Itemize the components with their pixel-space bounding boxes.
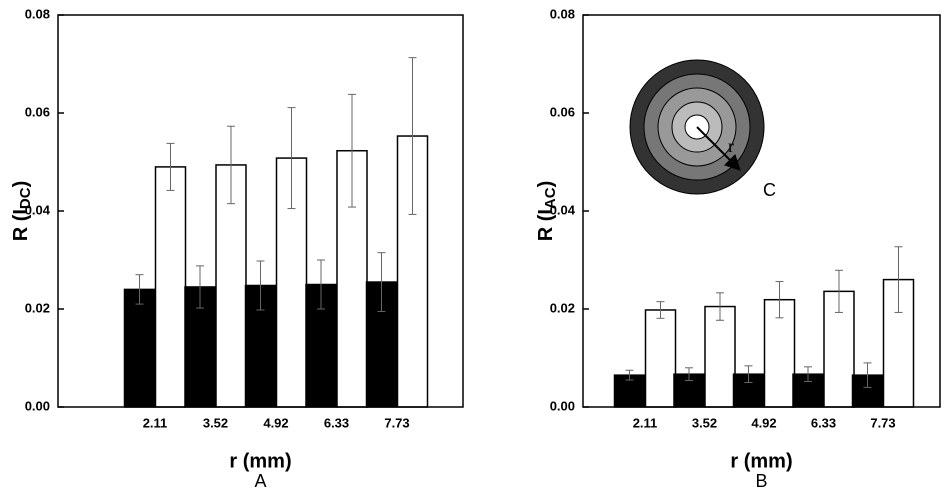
error-bar bbox=[685, 367, 693, 382]
error-bar bbox=[625, 369, 634, 381]
inset-label: r bbox=[728, 136, 734, 156]
bar bbox=[215, 164, 247, 408]
y-axis-label: R (IDC) bbox=[10, 181, 34, 242]
error-bar bbox=[863, 362, 872, 388]
y-tick-label: 0.08 bbox=[25, 6, 50, 21]
bar bbox=[154, 166, 187, 408]
error-bar bbox=[775, 281, 784, 319]
y-tick-label: 0.04 bbox=[25, 202, 51, 217]
y-tick-label: 0.00 bbox=[550, 398, 575, 413]
x-tick-label: 4.92 bbox=[751, 415, 776, 430]
y-axis-label-part: ) bbox=[10, 181, 32, 188]
y-axis-label-part: DC bbox=[17, 187, 34, 209]
error-bar bbox=[287, 107, 296, 210]
error-bar bbox=[656, 301, 665, 319]
x-tick-label: 3.52 bbox=[692, 415, 717, 430]
y-tick-label: 0.06 bbox=[25, 104, 50, 119]
y-tick-label: 0.04 bbox=[550, 202, 576, 217]
error-bar bbox=[256, 260, 265, 311]
y-tick-label: 0.06 bbox=[550, 104, 575, 119]
y-axis-label: R (IAC) bbox=[535, 181, 559, 242]
x-tick-label: 3.52 bbox=[203, 415, 228, 430]
error-bar bbox=[894, 246, 903, 313]
x-tick-label: 2.11 bbox=[143, 415, 168, 430]
error-bar bbox=[408, 57, 417, 215]
error-bar bbox=[804, 366, 812, 383]
y-tick-label: 0.00 bbox=[25, 398, 50, 413]
error-bar bbox=[317, 259, 325, 310]
inset-diagram bbox=[629, 59, 765, 195]
plot-frame bbox=[582, 14, 941, 408]
x-tick-label: 6.33 bbox=[324, 415, 349, 430]
y-axis-label-part: R (I bbox=[535, 209, 557, 241]
x-axis-label: r (mm) bbox=[730, 450, 792, 472]
y-tick-label: 0.02 bbox=[550, 300, 575, 315]
plot-frame bbox=[57, 14, 464, 408]
y-tick-label: 0.08 bbox=[550, 6, 575, 21]
inset-label: C bbox=[763, 180, 776, 200]
panel-label: B bbox=[755, 471, 767, 491]
x-tick-label: 7.73 bbox=[384, 415, 409, 430]
error-bar bbox=[348, 93, 356, 208]
x-axis-label: r (mm) bbox=[229, 450, 291, 472]
panel-label: A bbox=[254, 471, 266, 491]
bar bbox=[644, 309, 677, 408]
y-axis-label-part: ) bbox=[535, 181, 557, 188]
error-bar bbox=[377, 252, 386, 312]
error-bar bbox=[135, 274, 144, 305]
x-tick-label: 7.73 bbox=[870, 415, 895, 430]
error-bar bbox=[835, 269, 843, 313]
y-axis-label-part: R (I bbox=[10, 209, 32, 241]
error-bar bbox=[744, 365, 753, 383]
error-bar bbox=[716, 292, 724, 321]
x-tick-label: 4.92 bbox=[263, 415, 288, 430]
error-bar bbox=[227, 125, 235, 205]
x-tick-label: 2.11 bbox=[633, 415, 658, 430]
y-axis-label-part: AC bbox=[542, 187, 559, 209]
bar bbox=[704, 305, 736, 408]
y-tick-label: 0.02 bbox=[25, 300, 50, 315]
error-bar bbox=[166, 142, 175, 191]
error-bar bbox=[196, 265, 204, 309]
x-tick-label: 6.33 bbox=[811, 415, 836, 430]
bar bbox=[123, 288, 156, 408]
